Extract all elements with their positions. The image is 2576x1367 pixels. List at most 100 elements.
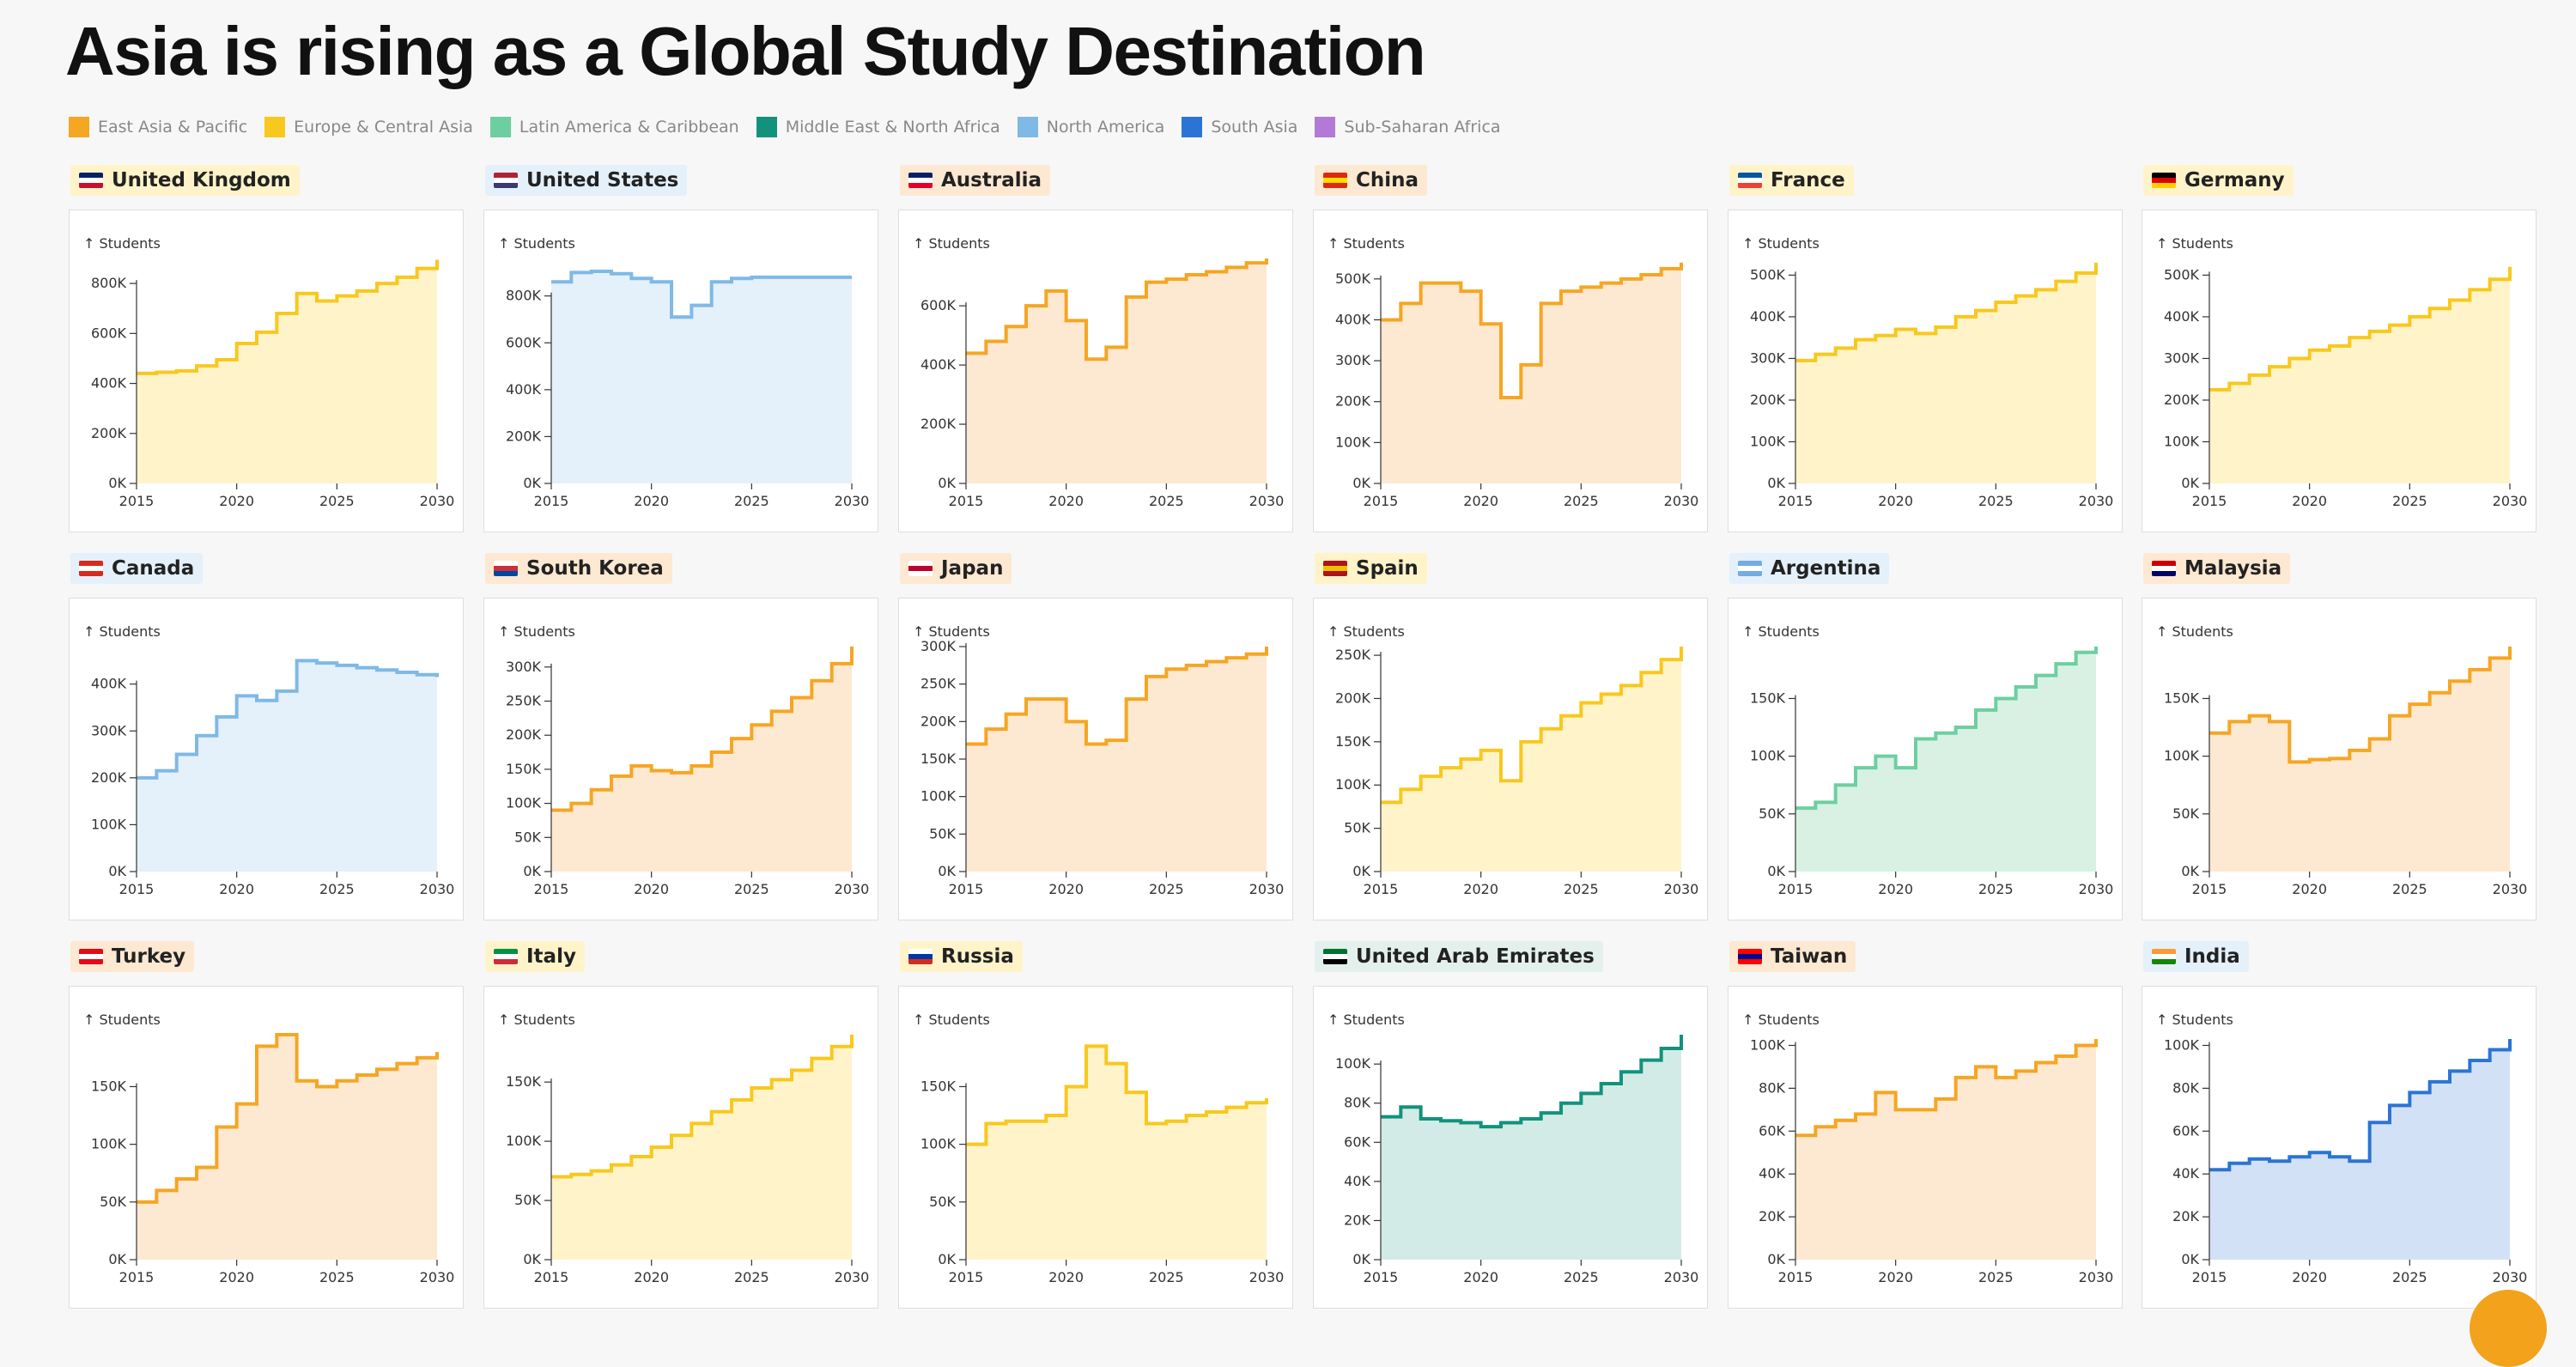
series-line: [1795, 1038, 2098, 1138]
x-tick-label: 2025: [1149, 1269, 1184, 1285]
legend-item[interactable]: South Asia: [1182, 117, 1297, 137]
y-tick-label: 0K: [108, 1251, 126, 1267]
country-label: Canada: [70, 553, 204, 584]
x-tick-label: 2025: [734, 881, 769, 897]
series-area: [2209, 647, 2510, 872]
y-tick-label: 0K: [2181, 863, 2199, 879]
country-name: Turkey: [112, 945, 186, 968]
x-tick-label: 2015: [2192, 493, 2227, 509]
chart-panel: Spain ↑ Students 0K 50K 100K 150K 200K 250K 2015…: [1313, 553, 1708, 920]
country-label: India: [2143, 941, 2249, 972]
legend-item[interactable]: Latin America & Caribbean: [489, 117, 739, 137]
legend-item[interactable]: East Asia & Pacific: [69, 117, 247, 137]
y-tick-label: 200K: [506, 428, 542, 444]
y-tick-label: 150K: [91, 1078, 127, 1094]
x-tick-label: 2015: [949, 493, 984, 509]
chart-card: ↑ Students 0K 20K 40K 60K 80K 100K 2015 2020 2025…: [1313, 986, 1708, 1309]
legend-item[interactable]: Middle East & North Africa: [756, 117, 1000, 137]
y-tick-label: 150K: [506, 761, 542, 777]
series-area: [1381, 262, 1681, 483]
flag-icon: [494, 949, 518, 964]
x-tick-label: 2020: [1463, 881, 1498, 897]
country-name: Canada: [112, 557, 195, 580]
chart-card: ↑ Students 0K 200K 400K 600K 800K 2015 2020 2025…: [69, 210, 464, 532]
y-tick-label: 0K: [1767, 1251, 1785, 1267]
flag-icon: [2152, 173, 2176, 188]
y-tick-label: 50K: [1759, 805, 1785, 822]
y-tick-label: 0K: [1352, 475, 1370, 491]
country-label: Australia: [900, 165, 1051, 196]
y-tick-label: 100K: [1750, 748, 1786, 764]
y-tick-label: 80K: [2172, 1079, 2199, 1096]
x-tick-label: 2030: [1249, 493, 1285, 509]
legend-label: Europe & Central Asia: [294, 118, 473, 137]
x-tick-label: 2030: [420, 881, 455, 897]
country-label: South Korea: [485, 553, 672, 584]
x-tick-label: 2025: [319, 1269, 355, 1285]
series-line: [551, 1035, 854, 1179]
y-axis-label: ↑ Students: [913, 623, 990, 640]
x-tick-label: 2020: [2292, 493, 2327, 509]
series-line: [1795, 262, 2098, 362]
chart-card: ↑ Students 0K 100K 200K 300K 400K 500K 2015 2020…: [1313, 210, 1708, 532]
country-label: France: [1729, 165, 1854, 196]
flag-icon: [1323, 173, 1347, 188]
y-tick-label: 100K: [920, 1136, 957, 1152]
y-axis-label: ↑ Students: [2156, 623, 2233, 640]
y-tick-label: 100K: [91, 1136, 127, 1152]
legend-label: Sub-Saharan Africa: [1344, 118, 1501, 137]
chart-svg: ↑ Students 0K 200K 400K 600K 800K 2015 2020 2025…: [83, 235, 454, 509]
y-tick-label: 250K: [1335, 647, 1371, 663]
chart-panel: Italy ↑ Students 0K 50K 100K 150K 2015 2020 2025…: [483, 941, 878, 1309]
chart-card: ↑ Students 0K 50K 100K 150K 2015 2020 2025 2030: [898, 986, 1293, 1309]
x-tick-label: 2025: [2392, 493, 2427, 509]
y-tick-label: 150K: [920, 750, 957, 767]
y-tick-label: 400K: [2164, 308, 2200, 325]
legend-item[interactable]: North America: [1017, 117, 1164, 137]
x-tick-label: 2015: [949, 881, 984, 897]
chart-svg: ↑ Students 0K 100K 200K 300K 400K 2015 2020 2025…: [83, 623, 455, 897]
country-name: Malaysia: [2184, 557, 2282, 580]
x-tick-label: 2020: [634, 493, 669, 509]
y-tick-label: 600K: [506, 334, 542, 350]
legend-item[interactable]: Sub-Saharan Africa: [1315, 117, 1501, 137]
flag-icon: [79, 949, 103, 964]
y-tick-label: 0K: [1352, 1251, 1370, 1267]
y-tick-label: 50K: [1344, 820, 1370, 836]
y-tick-label: 0K: [938, 1251, 956, 1267]
country-label: United States: [485, 165, 688, 196]
y-tick-label: 0K: [523, 475, 541, 491]
country-label: Russia: [900, 941, 1023, 972]
x-tick-label: 2020: [219, 1269, 254, 1285]
flag-icon: [908, 173, 933, 188]
chat-bubble-icon[interactable]: [2470, 1290, 2547, 1367]
y-axis-label: ↑ Students: [2156, 1012, 2233, 1028]
x-tick-label: 2030: [1249, 1269, 1285, 1285]
y-tick-label: 500K: [1750, 266, 1786, 283]
x-tick-label: 2020: [1463, 493, 1498, 509]
x-tick-label: 2025: [1978, 881, 2014, 897]
x-tick-label: 2030: [2493, 493, 2528, 509]
y-tick-label: 400K: [1750, 308, 1786, 325]
y-tick-label: 20K: [1759, 1208, 1785, 1224]
country-name: Australia: [941, 169, 1042, 191]
x-tick-label: 2030: [2493, 1269, 2528, 1285]
series-line: [2209, 647, 2512, 764]
chart-panel: Malaysia ↑ Students 0K 50K 100K 150K 2015 2020 2…: [2142, 553, 2537, 920]
chart-card: ↑ Students 0K 50K 100K 150K 200K 250K 300K 2015 2…: [898, 598, 1293, 920]
y-tick-label: 200K: [920, 416, 957, 432]
small-multiples-grid: United Kingdom ↑ Students 0K 200K 400K 600K 80…: [69, 165, 2537, 1309]
y-tick-label: 600K: [91, 325, 127, 341]
flag-icon: [908, 561, 933, 576]
country-label: China: [1315, 165, 1428, 196]
chart-svg: ↑ Students 0K 100K 200K 300K 400K 500K 2015 2020…: [1327, 235, 1698, 509]
legend-label: East Asia & Pacific: [98, 118, 248, 137]
legend-label: South Asia: [1211, 118, 1298, 137]
y-axis-label: ↑ Students: [498, 623, 575, 640]
x-tick-label: 2025: [1978, 493, 2014, 509]
legend-item[interactable]: Europe & Central Asia: [264, 117, 473, 137]
y-tick-label: 0K: [108, 863, 126, 879]
country-label: Argentina: [1729, 553, 1890, 584]
series-area: [551, 647, 852, 872]
legend-swatch: [756, 117, 777, 137]
